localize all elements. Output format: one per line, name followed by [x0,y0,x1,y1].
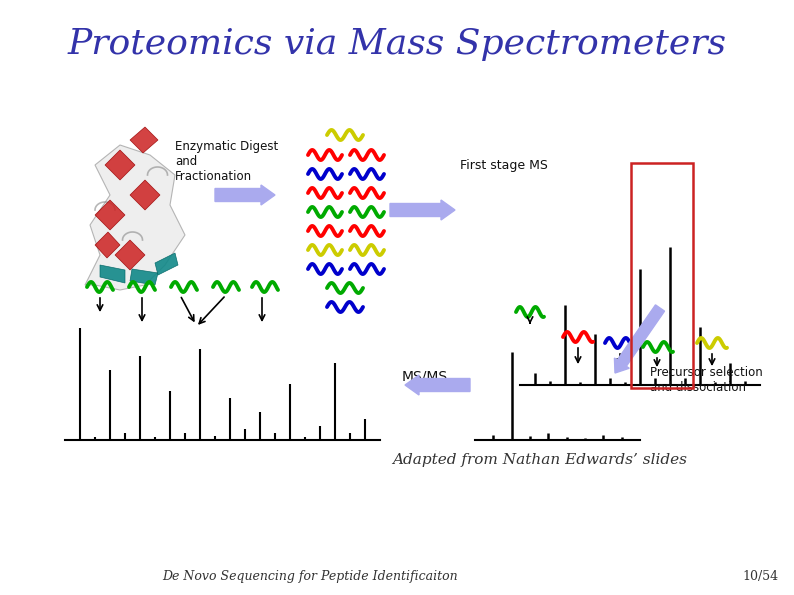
Bar [631,163,693,388]
FancyArrow shape [405,375,470,395]
Text: MS/MS: MS/MS [402,370,448,384]
Text: De Novo Sequencing for Peptide Identificaiton: De Novo Sequencing for Peptide Identific… [162,570,458,583]
Polygon shape [105,150,135,180]
FancyArrow shape [390,200,455,220]
Polygon shape [130,127,158,153]
Polygon shape [95,232,120,258]
Polygon shape [130,269,158,285]
Polygon shape [130,180,160,210]
FancyArrow shape [215,185,275,205]
Text: First stage MS: First stage MS [460,158,548,171]
Text: Proteomics via Mass Spectrometers: Proteomics via Mass Spectrometers [67,27,727,61]
Polygon shape [115,240,145,270]
Polygon shape [95,200,125,230]
Polygon shape [85,145,185,290]
Text: Precursor selection
and dissociation: Precursor selection and dissociation [650,366,763,394]
Polygon shape [100,265,125,283]
FancyArrow shape [615,305,665,373]
Text: Enzymatic Digest
and
Fractionation: Enzymatic Digest and Fractionation [175,140,278,183]
Text: Adapted from Nathan Edwards’ slides: Adapted from Nathan Edwards’ slides [392,453,688,467]
Text: 10/54: 10/54 [742,570,778,583]
Polygon shape [155,253,178,275]
